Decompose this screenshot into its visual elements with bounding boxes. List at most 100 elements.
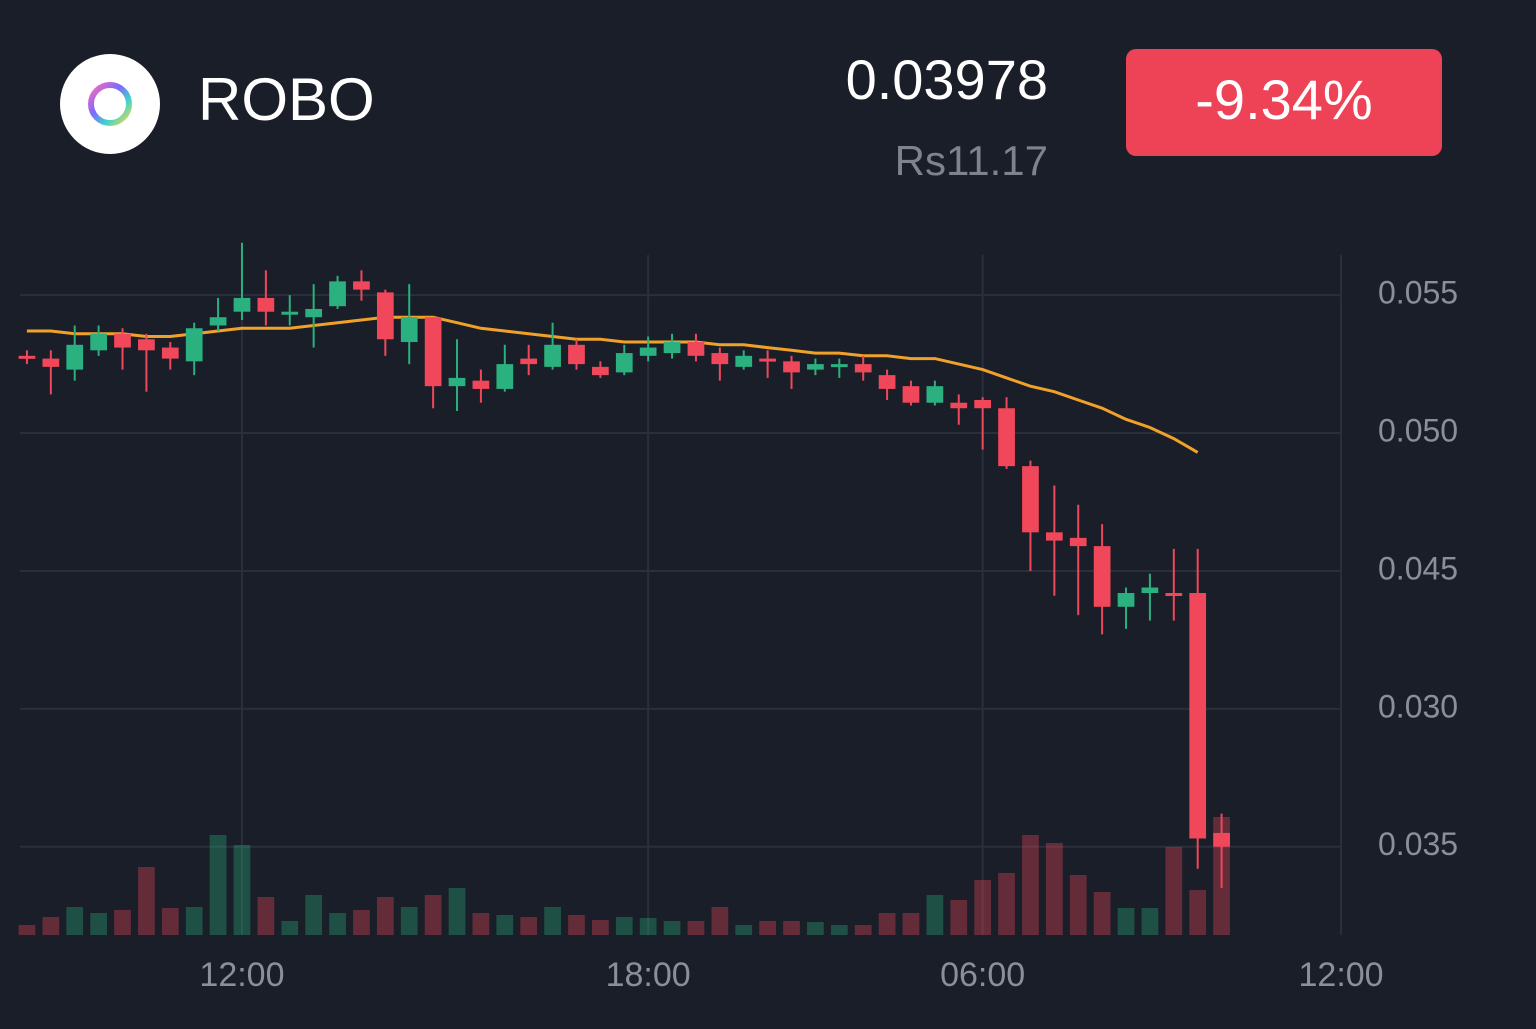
volume-bar xyxy=(830,925,848,935)
volume-bar xyxy=(1117,908,1135,935)
y-tick-label: 0.055 xyxy=(1378,275,1458,311)
x-tick-label: 12:00 xyxy=(1299,956,1384,994)
price: 0.03978 xyxy=(846,48,1048,111)
change-percent: -9.34% xyxy=(1195,68,1372,131)
candle-body xyxy=(902,386,920,403)
candle-body xyxy=(1093,546,1111,607)
y-tick-label: 0.050 xyxy=(1378,413,1458,449)
candle-body xyxy=(185,328,203,362)
volume-bar xyxy=(90,913,107,935)
volume-bar xyxy=(520,917,538,935)
candle-body xyxy=(1141,587,1159,594)
volume-bar xyxy=(400,907,418,935)
volume-bar xyxy=(854,925,872,935)
candle-body xyxy=(1213,832,1230,847)
candle-body xyxy=(1117,593,1135,607)
candle-body xyxy=(42,358,60,367)
candle-body xyxy=(592,366,609,376)
volume-bar xyxy=(735,925,753,935)
candle-body xyxy=(329,281,346,307)
volume-bar xyxy=(448,888,466,935)
y-tick-label: 0.035 xyxy=(1378,826,1458,862)
volume-bar xyxy=(926,895,944,935)
volume-bar xyxy=(209,835,227,935)
x-tick-label: 18:00 xyxy=(606,956,691,994)
volume-bar xyxy=(185,907,203,935)
volume-bar xyxy=(114,910,131,935)
candle-body xyxy=(711,353,729,365)
candle-body xyxy=(687,342,705,356)
volume-bar xyxy=(281,921,299,935)
volume-bar xyxy=(42,917,60,935)
volume-bar xyxy=(1045,843,1063,935)
volume-bar xyxy=(663,921,681,935)
moving-average xyxy=(26,315,1199,454)
volume-bar xyxy=(783,921,800,935)
y-tick-label: 0.045 xyxy=(1378,550,1458,586)
volume-bar xyxy=(974,880,992,935)
volume-bar xyxy=(1165,847,1183,935)
candle-body xyxy=(1045,532,1063,541)
volume-bar xyxy=(998,873,1015,935)
candle-body xyxy=(520,358,538,365)
volume-bar xyxy=(902,913,920,935)
volume-bar xyxy=(807,922,824,935)
candle-body xyxy=(759,358,776,362)
change-badge xyxy=(1126,49,1442,156)
volume-bar xyxy=(544,907,561,935)
volume-bar xyxy=(759,921,776,935)
volume-bar xyxy=(257,897,275,935)
candle-body xyxy=(138,339,155,351)
candle-body xyxy=(305,308,323,318)
volume-bar xyxy=(161,908,179,935)
x-tick-label: 06:00 xyxy=(940,956,1025,994)
candle-body xyxy=(1189,593,1207,839)
fiat-price: Rs11.17 xyxy=(895,137,1048,184)
candle-body xyxy=(257,297,275,312)
candle-body xyxy=(161,347,179,359)
candle-body xyxy=(66,344,84,370)
candle-body xyxy=(209,317,227,326)
candle-body xyxy=(496,364,514,389)
candle-body xyxy=(998,408,1015,467)
volume-bar xyxy=(496,915,514,935)
volume-bar xyxy=(950,900,968,935)
volume-bar xyxy=(233,845,251,935)
candle-body xyxy=(830,364,848,368)
candle-body xyxy=(974,399,992,409)
volume-bar xyxy=(687,921,705,935)
volume-bar xyxy=(353,910,370,935)
volume-bar xyxy=(568,915,585,935)
y-tick-label: 0.030 xyxy=(1378,688,1458,724)
candle-body xyxy=(639,347,657,356)
candle-body xyxy=(926,386,944,403)
candle-body xyxy=(1022,466,1039,533)
candle-body xyxy=(544,344,561,367)
candle-body xyxy=(472,380,490,389)
volume-bar xyxy=(639,918,657,935)
candle-body xyxy=(1069,537,1087,547)
candle-body xyxy=(950,402,968,409)
volume-bar xyxy=(615,917,633,935)
volume-bar xyxy=(1141,908,1159,935)
volume-bar xyxy=(305,895,323,935)
candle-body xyxy=(783,361,800,373)
candle-body xyxy=(568,344,585,365)
candle-body xyxy=(90,333,107,351)
x-tick-label: 12:00 xyxy=(199,956,284,994)
candle-body xyxy=(114,333,131,348)
volume-bar xyxy=(66,907,84,935)
candle-body xyxy=(663,342,681,354)
candle-body xyxy=(878,375,896,389)
volume-bar xyxy=(376,897,394,935)
candle-body xyxy=(448,377,466,387)
candle-body xyxy=(735,355,753,367)
volume-bar xyxy=(878,913,896,935)
volume-bar xyxy=(329,913,346,935)
candle-body xyxy=(233,297,251,312)
volume-bar xyxy=(138,867,155,935)
candle-body xyxy=(376,292,394,340)
coin-logo xyxy=(88,82,132,126)
